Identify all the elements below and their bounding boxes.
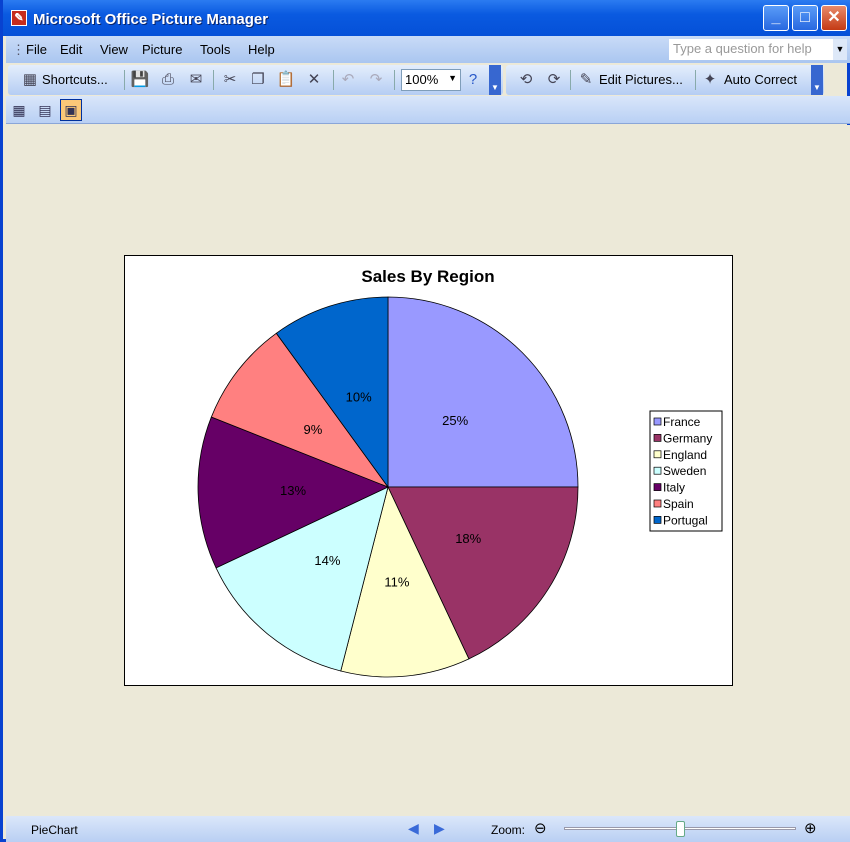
app-icon: ✎ bbox=[11, 10, 27, 26]
title-bar: ✎ Microsoft Office Picture Manager _ □ ✕ bbox=[3, 0, 850, 36]
previous-icon[interactable]: ◀ bbox=[408, 820, 419, 836]
single-picture-view-icon[interactable]: ▣ bbox=[60, 99, 82, 121]
pie-chart: Sales By Region 25% 18% 11% 14% 13% 9% 10% Fra… bbox=[197, 267, 723, 678]
shortcuts-icon[interactable]: ▦ bbox=[22, 71, 38, 88]
help-search-input[interactable]: Type a question for help ▼ bbox=[669, 39, 847, 60]
menu-bar: ⋮ File Edit View Picture Tools Help Type… bbox=[6, 36, 850, 63]
legend-label: Spain bbox=[663, 497, 694, 511]
legend-label: France bbox=[663, 415, 701, 429]
legend-label: Italy bbox=[663, 481, 685, 495]
pie-slice-spain bbox=[210, 332, 390, 488]
menu-tools[interactable]: Tools bbox=[200, 42, 231, 57]
chart-image: Sales By Region 25% 18% 11% 14% 13% 9% 10% Fra… bbox=[124, 255, 733, 686]
menu-edit[interactable]: Edit bbox=[60, 42, 83, 57]
standard-toolbar: ▦ Shortcuts... 💾 ⎙ ✉ ✂ ❐ 📋 ✕ ↶ ↷ 100% ▼ ?… bbox=[8, 65, 503, 95]
picture-canvas: Sales By Region 25% 18% 11% 14% 13% 9% 10% Fra… bbox=[6, 125, 850, 816]
zoom-in-icon[interactable]: ⊕ bbox=[804, 820, 817, 837]
zoom-select[interactable]: 100% ▼ bbox=[401, 69, 461, 91]
next-icon[interactable]: ▶ bbox=[434, 820, 445, 836]
data-label: 11% bbox=[384, 575, 409, 590]
chart-title: Sales By Region bbox=[361, 267, 494, 286]
pie-slice-germany bbox=[387, 486, 579, 660]
legend-swatch bbox=[653, 450, 662, 459]
legend-swatch bbox=[653, 516, 662, 524]
menu-file[interactable]: File bbox=[26, 42, 47, 57]
zoom-slider[interactable] bbox=[564, 821, 796, 837]
chevron-down-icon: ▼ bbox=[448, 73, 457, 83]
print-icon[interactable]: ⎙ bbox=[161, 71, 174, 88]
thumbnail-view-icon[interactable]: ▦ bbox=[12, 102, 26, 118]
view-bar: ▦ ▤ ▣ bbox=[6, 96, 850, 124]
help-placeholder: Type a question for help bbox=[673, 41, 812, 56]
window-title: Microsoft Office Picture Manager bbox=[33, 11, 269, 28]
pie-slice-portugal bbox=[275, 296, 389, 489]
filmstrip-view-icon[interactable]: ▤ bbox=[38, 102, 52, 118]
save-icon[interactable]: 💾 bbox=[130, 71, 150, 88]
data-label: 14% bbox=[314, 553, 340, 568]
toolbar-options-icon[interactable]: ▼ bbox=[489, 65, 501, 95]
zoom-value: 100% bbox=[405, 72, 439, 87]
pie-slice-france bbox=[387, 296, 579, 488]
rotate-left-icon[interactable]: ⟲ bbox=[519, 71, 533, 88]
legend-label: Germany bbox=[663, 431, 712, 445]
pie-slice-italy bbox=[197, 416, 390, 569]
shortcuts-button[interactable]: Shortcuts... bbox=[42, 72, 108, 87]
legend-label: Sweden bbox=[663, 464, 706, 478]
legend-label: England bbox=[663, 448, 707, 462]
menu-picture[interactable]: Picture bbox=[142, 42, 183, 57]
redo-icon[interactable]: ↷ bbox=[369, 71, 383, 88]
auto-correct-icon[interactable]: ✦ bbox=[703, 71, 717, 88]
legend-swatch bbox=[653, 417, 662, 426]
help-icon[interactable]: ? bbox=[468, 71, 478, 88]
cut-icon[interactable]: ✂ bbox=[223, 71, 237, 88]
pie-slice-england bbox=[340, 485, 470, 678]
edit-pictures-button[interactable]: Edit Pictures... bbox=[599, 72, 683, 87]
legend-swatch bbox=[653, 483, 662, 491]
data-label: 13% bbox=[280, 483, 306, 498]
menu-help[interactable]: Help bbox=[248, 42, 275, 57]
data-label: 9% bbox=[304, 422, 323, 437]
toolbar-options-icon[interactable]: ▼ bbox=[811, 65, 823, 95]
legend-swatch bbox=[653, 499, 662, 508]
separator bbox=[124, 70, 125, 90]
zoom-label: Zoom: bbox=[491, 823, 526, 837]
separator bbox=[570, 70, 571, 90]
separator bbox=[213, 70, 214, 90]
close-button[interactable]: ✕ bbox=[821, 5, 847, 31]
rotate-right-icon[interactable]: ⟳ bbox=[547, 71, 561, 88]
maximize-button[interactable]: □ bbox=[792, 5, 818, 31]
menu-view[interactable]: View bbox=[100, 42, 128, 57]
pie-slice-sweden bbox=[215, 486, 389, 672]
picture-toolbar: ⟲ ⟳ ✎ Edit Pictures... ✦ Auto Correct ▼ bbox=[506, 65, 824, 95]
zoom-out-icon[interactable]: ⊖ bbox=[534, 820, 547, 837]
grip-icon: ⋮ bbox=[12, 42, 25, 57]
legend-swatch bbox=[653, 466, 662, 475]
chevron-down-icon[interactable]: ▼ bbox=[833, 39, 847, 60]
edit-pictures-icon[interactable]: ✎ bbox=[579, 71, 593, 88]
separator bbox=[695, 70, 696, 90]
delete-icon[interactable]: ✕ bbox=[307, 71, 321, 88]
paste-icon[interactable]: 📋 bbox=[276, 71, 296, 88]
undo-icon[interactable]: ↶ bbox=[341, 71, 355, 88]
zoom-slider-thumb[interactable] bbox=[676, 821, 685, 837]
legend-swatch bbox=[653, 434, 662, 442]
auto-correct-button[interactable]: Auto Correct bbox=[724, 72, 797, 87]
email-icon[interactable]: ✉ bbox=[189, 71, 203, 88]
legend-label: Portugal bbox=[663, 513, 708, 527]
copy-icon[interactable]: ❐ bbox=[251, 71, 265, 88]
minimize-button[interactable]: _ bbox=[763, 5, 789, 31]
separator bbox=[333, 70, 334, 90]
data-label: 25% bbox=[442, 413, 468, 428]
legend bbox=[649, 410, 723, 532]
data-label: 10% bbox=[346, 390, 372, 405]
status-bar: PieChart ◀ ▶ Zoom: ⊖ ⊕ bbox=[6, 816, 850, 842]
filename-label: PieChart bbox=[31, 823, 78, 837]
separator bbox=[394, 70, 395, 90]
data-label: 18% bbox=[455, 531, 481, 546]
